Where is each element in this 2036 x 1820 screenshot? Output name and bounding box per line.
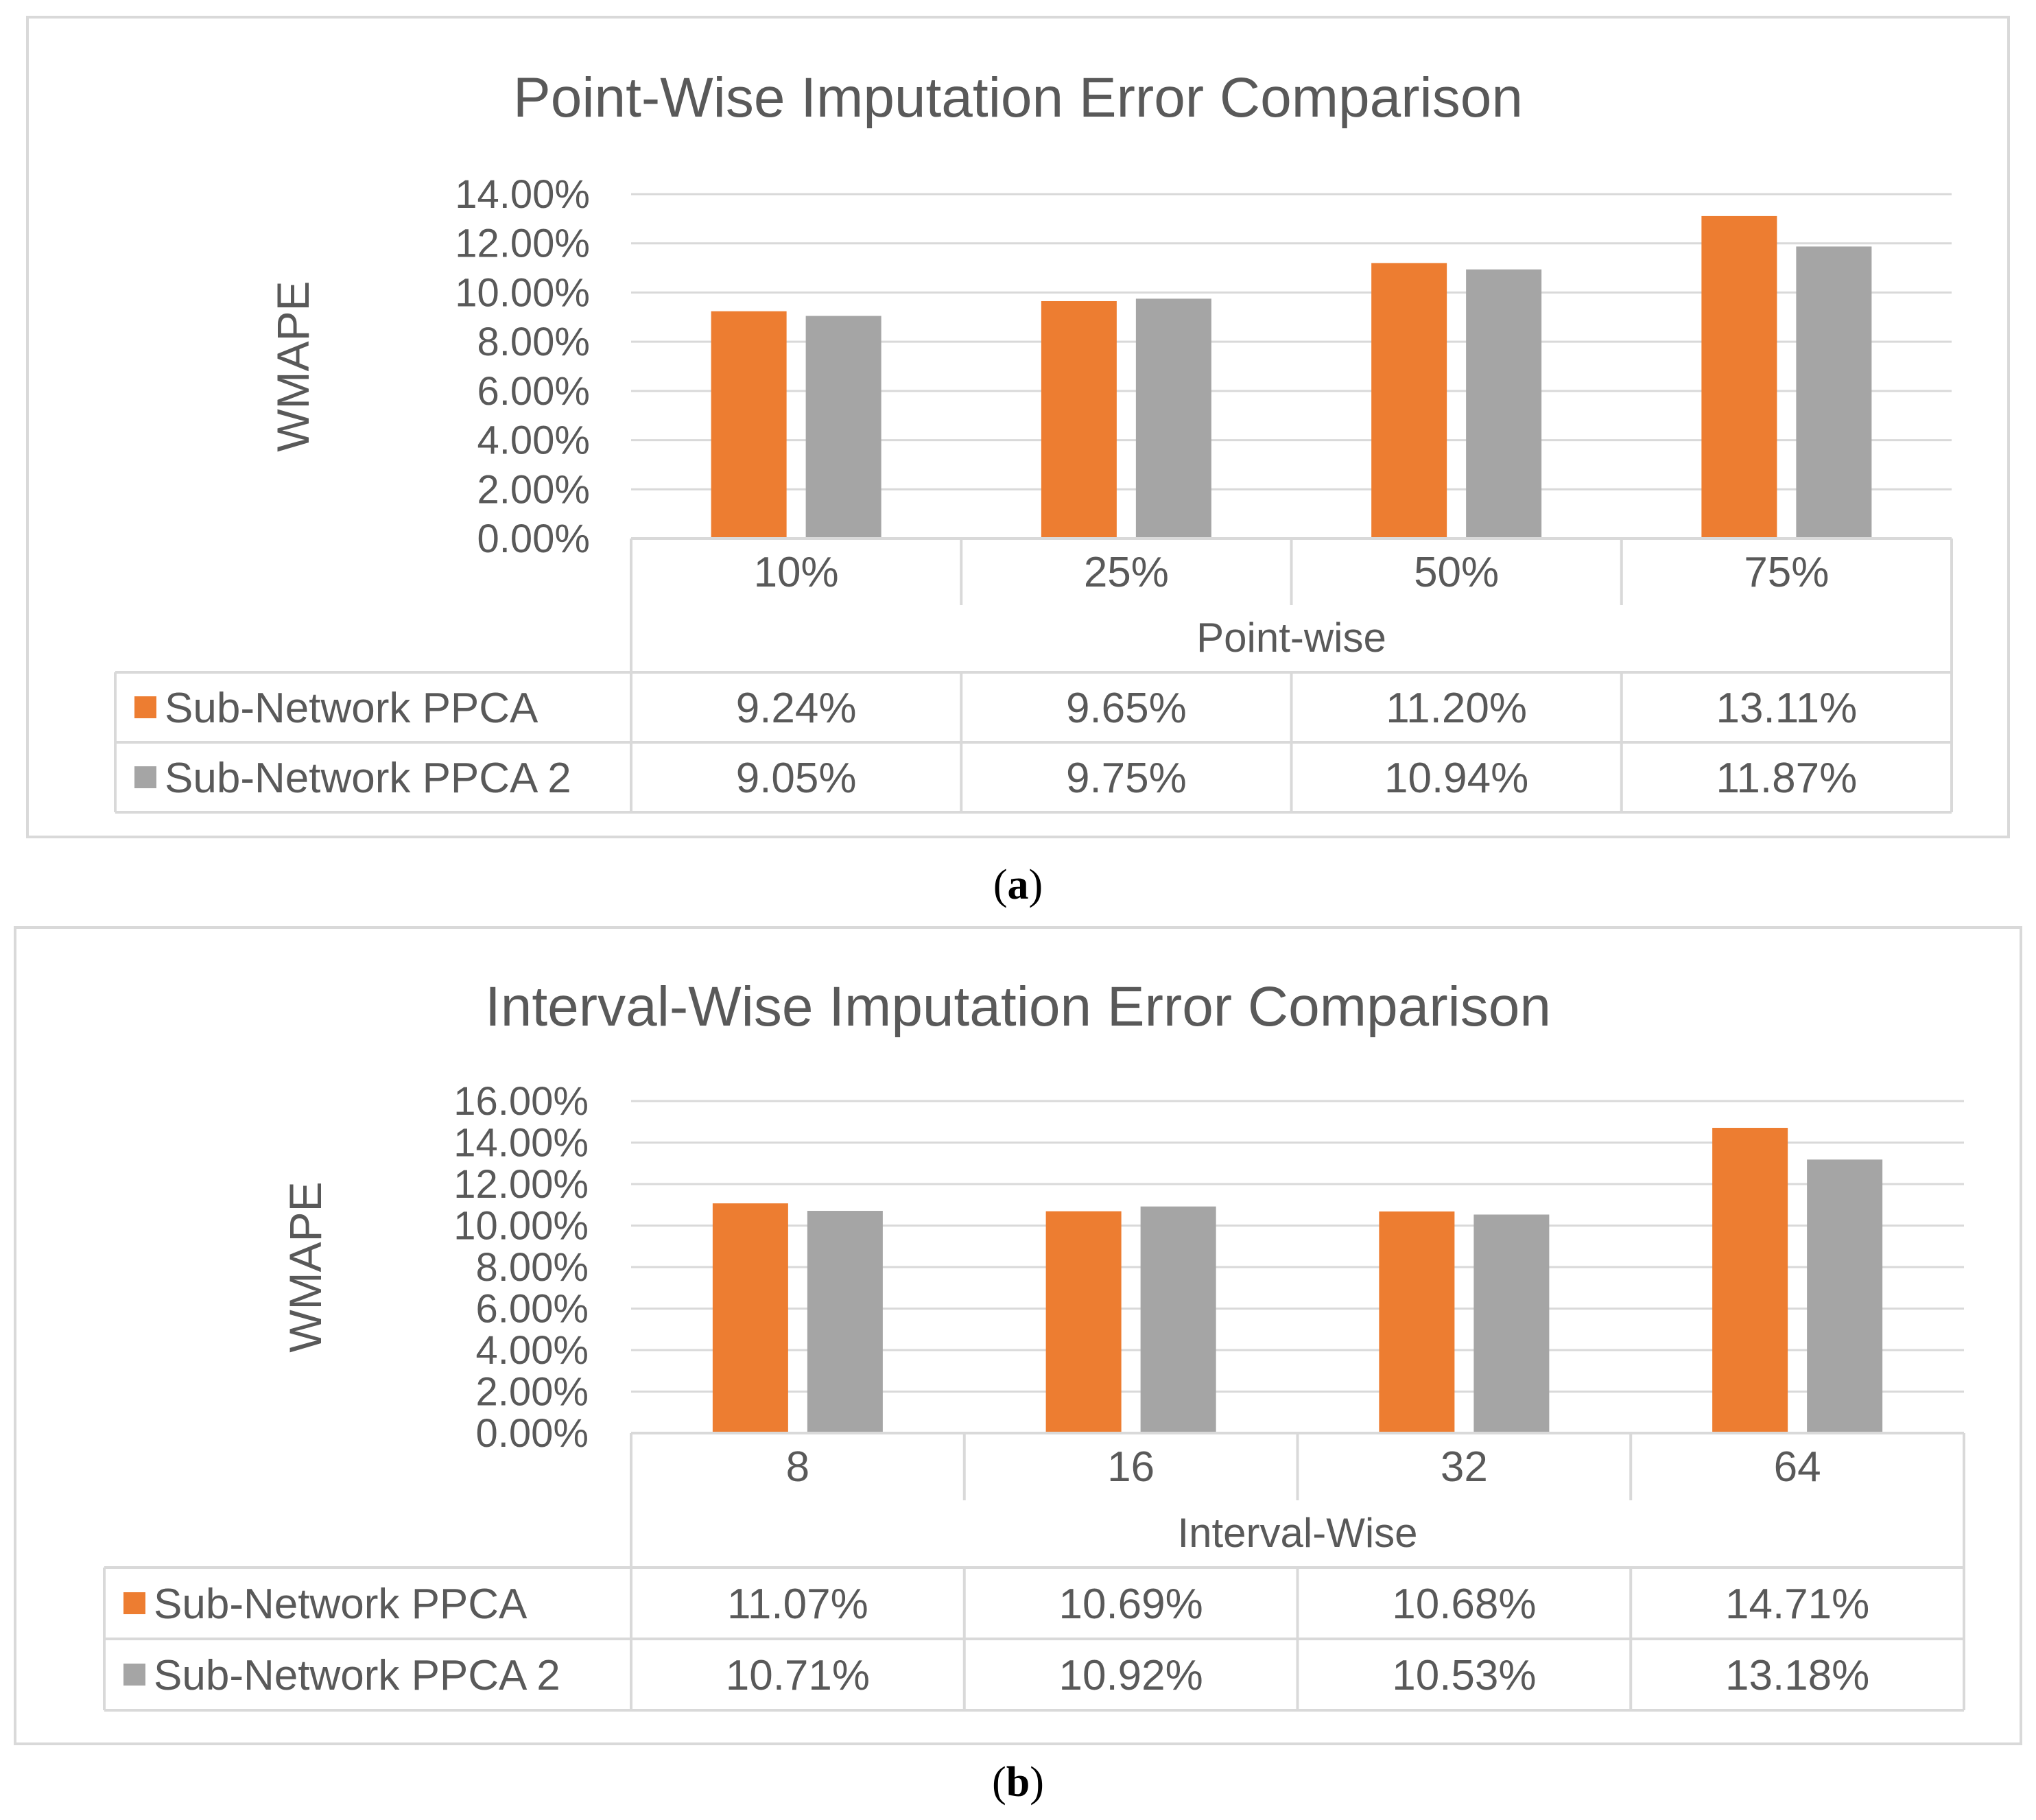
x-category-label: 75% <box>1744 549 1829 596</box>
table-value: 9.24% <box>736 685 857 732</box>
bar-ppca-3 <box>1712 1128 1788 1433</box>
bar-ppca-2 <box>1371 263 1447 539</box>
legend-label-ppca: Sub-Network PPCA <box>165 685 538 732</box>
y-axis-label: WMAPE <box>268 281 318 451</box>
legend-label-ppca: Sub-Network PPCA <box>154 1581 528 1628</box>
chart-a: Point-Wise Imputation Error Comparison WM… <box>26 16 2010 838</box>
x-category-label: 10% <box>754 549 839 596</box>
y-tick-label: 0.00% <box>477 517 590 561</box>
table-value: 11.87% <box>1716 755 1858 802</box>
chart-title: Point-Wise Imputation Error Comparison <box>513 67 1523 129</box>
legend-swatch-ppca <box>134 696 156 718</box>
table-value: 13.18% <box>1725 1652 1869 1699</box>
chart-panel-a: Point-Wise Imputation Error Comparison WM… <box>26 16 2010 908</box>
bar-ppca2-2 <box>1466 269 1542 539</box>
legend-swatch-ppca <box>123 1592 145 1614</box>
chart-title: Interval-Wise Imputation Error Compariso… <box>485 976 1551 1038</box>
y-tick-label: 10.00% <box>455 270 590 315</box>
bar-ppca-1 <box>1045 1211 1122 1433</box>
table-value: 10.68% <box>1392 1581 1536 1628</box>
x-category-label: 64 <box>1774 1443 1821 1491</box>
table-value: 11.07% <box>727 1581 868 1628</box>
y-tick-label: 2.00% <box>476 1370 589 1415</box>
caption-a-letter: a <box>1007 862 1029 908</box>
bar-ppca2-0 <box>805 316 881 539</box>
table-value: 10.53% <box>1392 1652 1536 1699</box>
y-tick-label: 14.00% <box>453 1121 589 1166</box>
bar-ppca2-2 <box>1473 1214 1550 1433</box>
bar-ppca2-1 <box>1135 298 1211 539</box>
table-value: 9.05% <box>736 755 857 802</box>
bar-ppca-0 <box>712 1203 788 1433</box>
table-value: 13.11% <box>1716 685 1858 732</box>
legend-swatch-ppca2 <box>123 1664 145 1686</box>
table-value: 9.75% <box>1066 755 1187 802</box>
chart-frame <box>14 926 2022 1745</box>
y-tick-label: 14.00% <box>455 172 590 217</box>
x-category-label: 50% <box>1414 549 1499 596</box>
x-axis-label: Interval-Wise <box>1177 1510 1417 1556</box>
table-value: 9.65% <box>1066 685 1187 732</box>
legend-swatch-ppca2 <box>134 766 156 788</box>
y-tick-label: 0.00% <box>476 1411 589 1456</box>
y-tick-label: 16.00% <box>453 1079 589 1124</box>
caption-b: (b) <box>992 1759 1044 1806</box>
table-value: 14.71% <box>1725 1581 1869 1628</box>
x-category-label: 8 <box>786 1443 809 1491</box>
x-category-label: 16 <box>1107 1443 1155 1491</box>
table-value: 10.94% <box>1384 755 1528 802</box>
y-tick-label: 4.00% <box>477 418 590 463</box>
chart-panel-b: Interval-Wise Imputation Error Compariso… <box>0 919 2036 1820</box>
y-tick-label: 2.00% <box>477 467 590 512</box>
y-tick-label: 4.00% <box>476 1328 589 1373</box>
bar-ppca2-3 <box>1796 246 1872 539</box>
legend-label-ppca2: Sub-Network PPCA 2 <box>154 1652 560 1699</box>
table-value: 10.69% <box>1058 1581 1203 1628</box>
y-axis-label: WMAPE <box>280 1181 331 1352</box>
y-tick-label: 8.00% <box>476 1245 589 1290</box>
bar-ppca2-1 <box>1140 1206 1216 1433</box>
bar-ppca2-3 <box>1807 1159 1883 1433</box>
y-tick-label: 6.00% <box>476 1287 589 1332</box>
legend-label-ppca2: Sub-Network PPCA 2 <box>165 755 571 802</box>
y-tick-label: 12.00% <box>455 222 590 266</box>
y-tick-label: 6.00% <box>477 369 590 414</box>
y-tick-label: 8.00% <box>477 320 590 364</box>
caption-b-letter: b <box>1006 1759 1030 1806</box>
table-value: 10.92% <box>1058 1652 1203 1699</box>
bar-ppca2-0 <box>807 1211 883 1433</box>
caption-a: (a) <box>993 862 1043 908</box>
bar-ppca-2 <box>1379 1211 1455 1433</box>
bar-ppca-0 <box>711 311 787 539</box>
bar-ppca-1 <box>1041 300 1117 539</box>
y-tick-label: 10.00% <box>453 1204 589 1249</box>
bar-ppca-3 <box>1701 215 1777 539</box>
x-category-label: 25% <box>1084 549 1169 596</box>
chart-b: Interval-Wise Imputation Error Compariso… <box>14 926 2022 1745</box>
x-axis-label: Point-wise <box>1196 615 1386 661</box>
table-value: 11.20% <box>1386 685 1527 732</box>
chart-frame <box>26 16 2010 838</box>
x-category-label: 32 <box>1441 1443 1488 1491</box>
y-tick-label: 12.00% <box>453 1162 589 1207</box>
table-value: 10.71% <box>726 1652 870 1699</box>
